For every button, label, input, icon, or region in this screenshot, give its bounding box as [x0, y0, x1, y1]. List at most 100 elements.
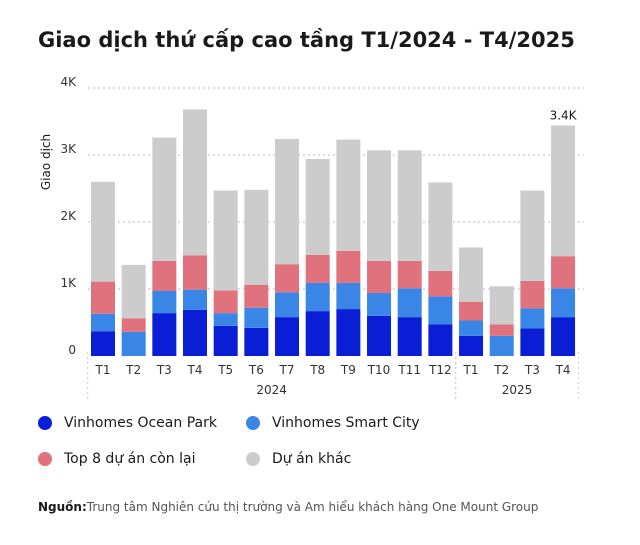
x-tick-label: T1	[463, 363, 479, 377]
legend-swatch-ocean-park	[38, 416, 52, 430]
bar-segment-s3-c8	[336, 139, 361, 251]
bar-segment-s3-c10	[397, 150, 422, 261]
bar-segment-s2-c4	[213, 290, 238, 314]
bar-segment-s2-c15	[551, 256, 576, 289]
bar-segment-s3-c15	[551, 125, 576, 257]
legend-swatch-others	[246, 452, 260, 466]
bar-segment-s1-c15	[551, 288, 576, 318]
y-tick-label: 4K	[60, 75, 77, 89]
bar-segment-s0-c7	[305, 311, 330, 356]
bar-segment-s3-c5	[244, 189, 269, 285]
bar-segment-s3-c6	[275, 138, 300, 265]
bar-segment-s2-c7	[305, 254, 330, 283]
bar-segment-s2-c10	[397, 260, 422, 289]
bar-segment-s1-c0	[91, 313, 115, 332]
bar-segment-s1-c9	[367, 293, 392, 316]
source-label: Nguồn:	[38, 500, 87, 514]
bar-segment-s1-c13	[489, 335, 514, 356]
bar-segment-s3-c4	[213, 190, 238, 291]
legend-item-smart-city: Vinhomes Smart City	[246, 415, 420, 431]
x-group-label: 2025	[502, 383, 533, 397]
chart-title: Giao dịch thứ cấp cao tầng T1/2024 - T4/…	[38, 28, 575, 52]
legend-item-others: Dự án khác	[246, 451, 351, 467]
y-tick-label: 2K	[60, 209, 77, 223]
bar-segment-s2-c0	[91, 281, 115, 314]
bar-segment-s3-c12	[459, 247, 484, 302]
bar-segment-s0-c3	[183, 309, 208, 356]
bar-segment-s2-c2	[152, 260, 177, 292]
bar-segment-s0-c4	[213, 325, 238, 356]
bar-segment-s0-c10	[397, 317, 422, 356]
bar-segment-s3-c11	[428, 182, 453, 271]
y-tick-label: 0	[68, 343, 76, 357]
bar-segment-s1-c14	[520, 308, 545, 329]
bar-segment-s1-c11	[428, 296, 453, 325]
bar-segment-s2-c9	[367, 260, 392, 294]
bar-segment-s0-c11	[428, 324, 453, 356]
bar-segment-s1-c3	[183, 289, 208, 310]
bar-segment-s2-c8	[336, 250, 361, 283]
legend-label-smart-city: Vinhomes Smart City	[272, 415, 420, 431]
y-axis-label: Giao dịch	[39, 134, 53, 190]
x-tick-label: T1	[95, 363, 111, 377]
x-tick-label: T5	[217, 363, 233, 377]
bar-segment-s0-c2	[152, 313, 177, 356]
bar-segment-s3-c13	[489, 286, 514, 325]
legend-item-top8: Top 8 dự án còn lại	[38, 451, 196, 467]
legend-swatch-smart-city	[246, 416, 260, 430]
x-tick-label: T9	[340, 363, 356, 377]
bar-segment-s2-c6	[275, 264, 300, 293]
x-tick-label: T11	[397, 363, 421, 377]
bar-segment-s1-c5	[244, 307, 269, 328]
bar-segment-s3-c1	[121, 264, 146, 319]
bar-segment-s0-c9	[367, 315, 392, 356]
bar-segment-s3-c9	[367, 150, 392, 261]
bar-segment-s2-c13	[489, 324, 514, 336]
bar-segment-s1-c1	[121, 331, 146, 356]
bar-segment-s3-c0	[91, 181, 115, 282]
legend-label-others: Dự án khác	[272, 451, 352, 467]
bar-segment-s0-c12	[459, 335, 484, 356]
y-axis: 0 1K 2K 3K 4K Giao dịch	[39, 75, 77, 357]
bar-segment-s1-c6	[275, 292, 300, 318]
bars	[91, 109, 576, 356]
x-tick-label: T3	[524, 363, 540, 377]
bar-total-label: 3.4K	[550, 109, 578, 123]
bar-segment-s3-c7	[305, 159, 330, 255]
source-text: Trung tâm Nghiên cứu thị trường và Am hi…	[86, 500, 539, 514]
bar-segment-s1-c2	[152, 291, 177, 314]
legend-label-ocean-park: Vinhomes Ocean Park	[64, 415, 217, 431]
bar-segment-s3-c2	[152, 137, 177, 261]
bar-segment-s2-c12	[459, 301, 484, 321]
bar-segment-s2-c1	[121, 318, 146, 332]
legend-item-ocean-park: Vinhomes Ocean Park	[38, 415, 217, 431]
bar-segment-s0-c15	[551, 317, 576, 356]
bar-segment-s2-c5	[244, 284, 269, 308]
bar-segment-s1-c12	[459, 320, 484, 336]
bar-segment-s3-c14	[520, 190, 545, 281]
x-tick-label: T6	[248, 363, 264, 377]
x-tick-label: T2	[493, 363, 509, 377]
x-tick-label: T3	[156, 363, 172, 377]
source-note: Nguồn:Trung tâm Nghiên cứu thị trường và…	[38, 500, 538, 514]
bar-segment-s2-c14	[520, 280, 545, 309]
x-tick-label: T12	[428, 363, 452, 377]
bar-segment-s0-c8	[336, 309, 361, 356]
annotations: 3.4K	[550, 109, 578, 123]
bar-segment-s1-c8	[336, 282, 361, 310]
x-tick-label: T7	[279, 363, 295, 377]
y-tick-label: 1K	[60, 276, 77, 290]
bar-segment-s2-c11	[428, 270, 453, 297]
bar-segment-s3-c3	[183, 109, 208, 256]
x-axis: T1 T2 T3 T4 T5 T6 T7 T8 T9 T10 T11 T12 T1 T2 T3 T4 2024 2…	[87, 352, 579, 402]
bar-segment-s2-c3	[183, 255, 208, 290]
x-group-label: 2024	[256, 383, 287, 397]
x-tick-label: T8	[309, 363, 325, 377]
bar-segment-s0-c5	[244, 327, 269, 356]
y-tick-label: 3K	[60, 142, 77, 156]
x-tick-label: T10	[367, 363, 391, 377]
x-tick-label: T4	[187, 363, 203, 377]
legend-swatch-top8	[38, 452, 52, 466]
bar-segment-s1-c7	[305, 282, 330, 312]
